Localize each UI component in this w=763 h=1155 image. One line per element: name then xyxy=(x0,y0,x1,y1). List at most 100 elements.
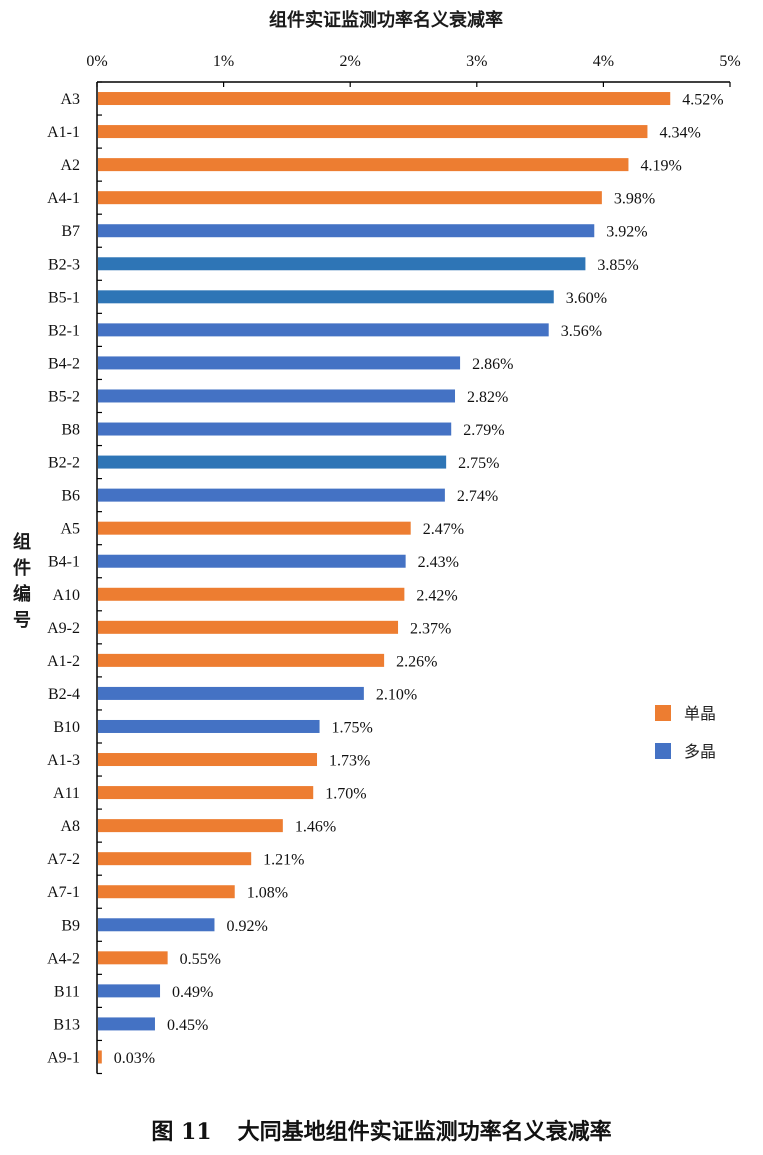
bar xyxy=(98,521,411,535)
data-label: 0.92% xyxy=(226,918,267,935)
data-label: 2.74% xyxy=(457,488,498,505)
category-label: A9-2 xyxy=(47,620,80,637)
category-label: A1-2 xyxy=(47,653,80,670)
bar-group: A9-1 0.03% xyxy=(47,1049,155,1067)
bar-group: B5-1 3.60% xyxy=(48,289,607,307)
data-label: 1.21% xyxy=(263,852,304,869)
data-label: 1.75% xyxy=(332,719,373,736)
legend-item: 单晶 xyxy=(655,704,716,723)
data-label: 2.37% xyxy=(410,620,451,637)
y-axis-label-char: 编 xyxy=(13,583,31,605)
data-label: 2.43% xyxy=(418,554,459,571)
bar xyxy=(98,1050,102,1064)
category-label: A10 xyxy=(52,587,80,604)
data-label: 3.60% xyxy=(566,290,607,307)
data-label: 3.56% xyxy=(561,323,602,340)
bar-group: B6 2.74% xyxy=(61,488,498,506)
bar-group: A1-1 4.34% xyxy=(47,124,701,142)
category-label: B4-2 xyxy=(48,355,80,372)
bar-group: B4-1 2.43% xyxy=(48,554,459,572)
data-label: 0.03% xyxy=(114,1050,155,1067)
category-label: A7-2 xyxy=(47,851,80,868)
bar xyxy=(98,323,549,337)
bar-group: A7-1 1.08% xyxy=(47,884,288,902)
legend-item: 多晶 xyxy=(655,742,716,761)
category-label: B2-3 xyxy=(48,256,80,273)
y-axis-label-char: 号 xyxy=(13,610,31,631)
legend-swatch xyxy=(655,705,671,721)
category-label: A1-1 xyxy=(47,124,80,141)
bar-group: A2 4.19% xyxy=(60,157,681,175)
category-label: B6 xyxy=(61,488,80,505)
bar xyxy=(98,125,648,139)
category-label: B13 xyxy=(53,1016,80,1033)
bar-group: B9 0.92% xyxy=(61,917,267,935)
legend-label: 单晶 xyxy=(684,704,716,723)
data-label: 0.45% xyxy=(167,1017,208,1034)
x-tick-label: 0% xyxy=(86,53,107,70)
data-label: 2.79% xyxy=(463,422,504,439)
y-axis-label-char: 件 xyxy=(13,557,31,579)
bar xyxy=(98,1017,155,1031)
x-tick-label: 4% xyxy=(593,53,614,70)
bar xyxy=(98,587,405,601)
bar xyxy=(98,852,252,866)
data-label: 1.73% xyxy=(329,753,370,770)
bar-group: A4-1 3.98% xyxy=(47,190,655,208)
category-label: A8 xyxy=(60,818,80,835)
category-label: A9-1 xyxy=(47,1049,80,1066)
data-label: 2.47% xyxy=(423,521,464,538)
category-label: B5-1 xyxy=(48,289,80,306)
bar-group: B4-2 2.86% xyxy=(48,355,513,373)
bar-group: A4-2 0.55% xyxy=(47,950,221,968)
data-label: 2.86% xyxy=(472,356,513,373)
bar-group: A9-2 2.37% xyxy=(47,620,451,638)
category-label: A1-3 xyxy=(47,752,80,769)
bar xyxy=(98,951,168,965)
bar xyxy=(98,389,456,403)
bar-group: A1-3 1.73% xyxy=(47,752,370,770)
category-label: B7 xyxy=(61,223,80,240)
bar xyxy=(98,158,629,172)
y-axis xyxy=(96,81,102,1075)
bar-group: B2-4 2.10% xyxy=(48,686,417,704)
bar-group: A10 2.42% xyxy=(52,587,457,605)
bar-group: B7 3.92% xyxy=(61,223,647,241)
category-label: A4-2 xyxy=(47,950,80,967)
data-label: 2.42% xyxy=(416,587,457,604)
category-label: B10 xyxy=(53,719,80,736)
data-label: 4.34% xyxy=(659,125,700,142)
data-label: 2.26% xyxy=(396,653,437,670)
bar xyxy=(98,488,445,502)
category-label: B2-2 xyxy=(48,455,80,472)
figure-number: 图 11 xyxy=(151,1119,212,1145)
x-tick-label: 3% xyxy=(466,53,487,70)
bar-group: B2-1 3.56% xyxy=(48,322,602,340)
bar xyxy=(98,455,447,469)
bar xyxy=(98,653,385,667)
category-label: A7-1 xyxy=(47,884,80,901)
bar xyxy=(98,92,671,106)
legend-swatch xyxy=(655,743,671,759)
bar xyxy=(98,422,452,436)
data-label: 0.55% xyxy=(180,951,221,968)
bar-group: A5 2.47% xyxy=(60,521,464,539)
category-label: B11 xyxy=(54,983,80,1000)
bar-group: B13 0.45% xyxy=(53,1016,208,1034)
figure-caption: 图 11 大同基地组件实证监测功率名义衰减率 xyxy=(0,1114,763,1146)
bar-group: B2-2 2.75% xyxy=(48,455,499,473)
bar xyxy=(98,224,595,238)
bar xyxy=(98,686,364,700)
bar xyxy=(98,753,318,767)
bar-group: A1-2 2.26% xyxy=(47,653,437,671)
bar-group: B2-3 3.85% xyxy=(48,256,639,274)
bar-group: A3 4.52% xyxy=(60,91,723,109)
category-label: B5-2 xyxy=(48,388,80,405)
data-label: 3.85% xyxy=(597,257,638,274)
data-label: 0.49% xyxy=(172,984,213,1001)
data-label: 4.52% xyxy=(682,92,723,109)
category-label: A5 xyxy=(60,521,80,538)
bar-group: B11 0.49% xyxy=(54,983,213,1001)
chart-title: 组件实证监测功率名义衰减率 xyxy=(269,9,503,31)
